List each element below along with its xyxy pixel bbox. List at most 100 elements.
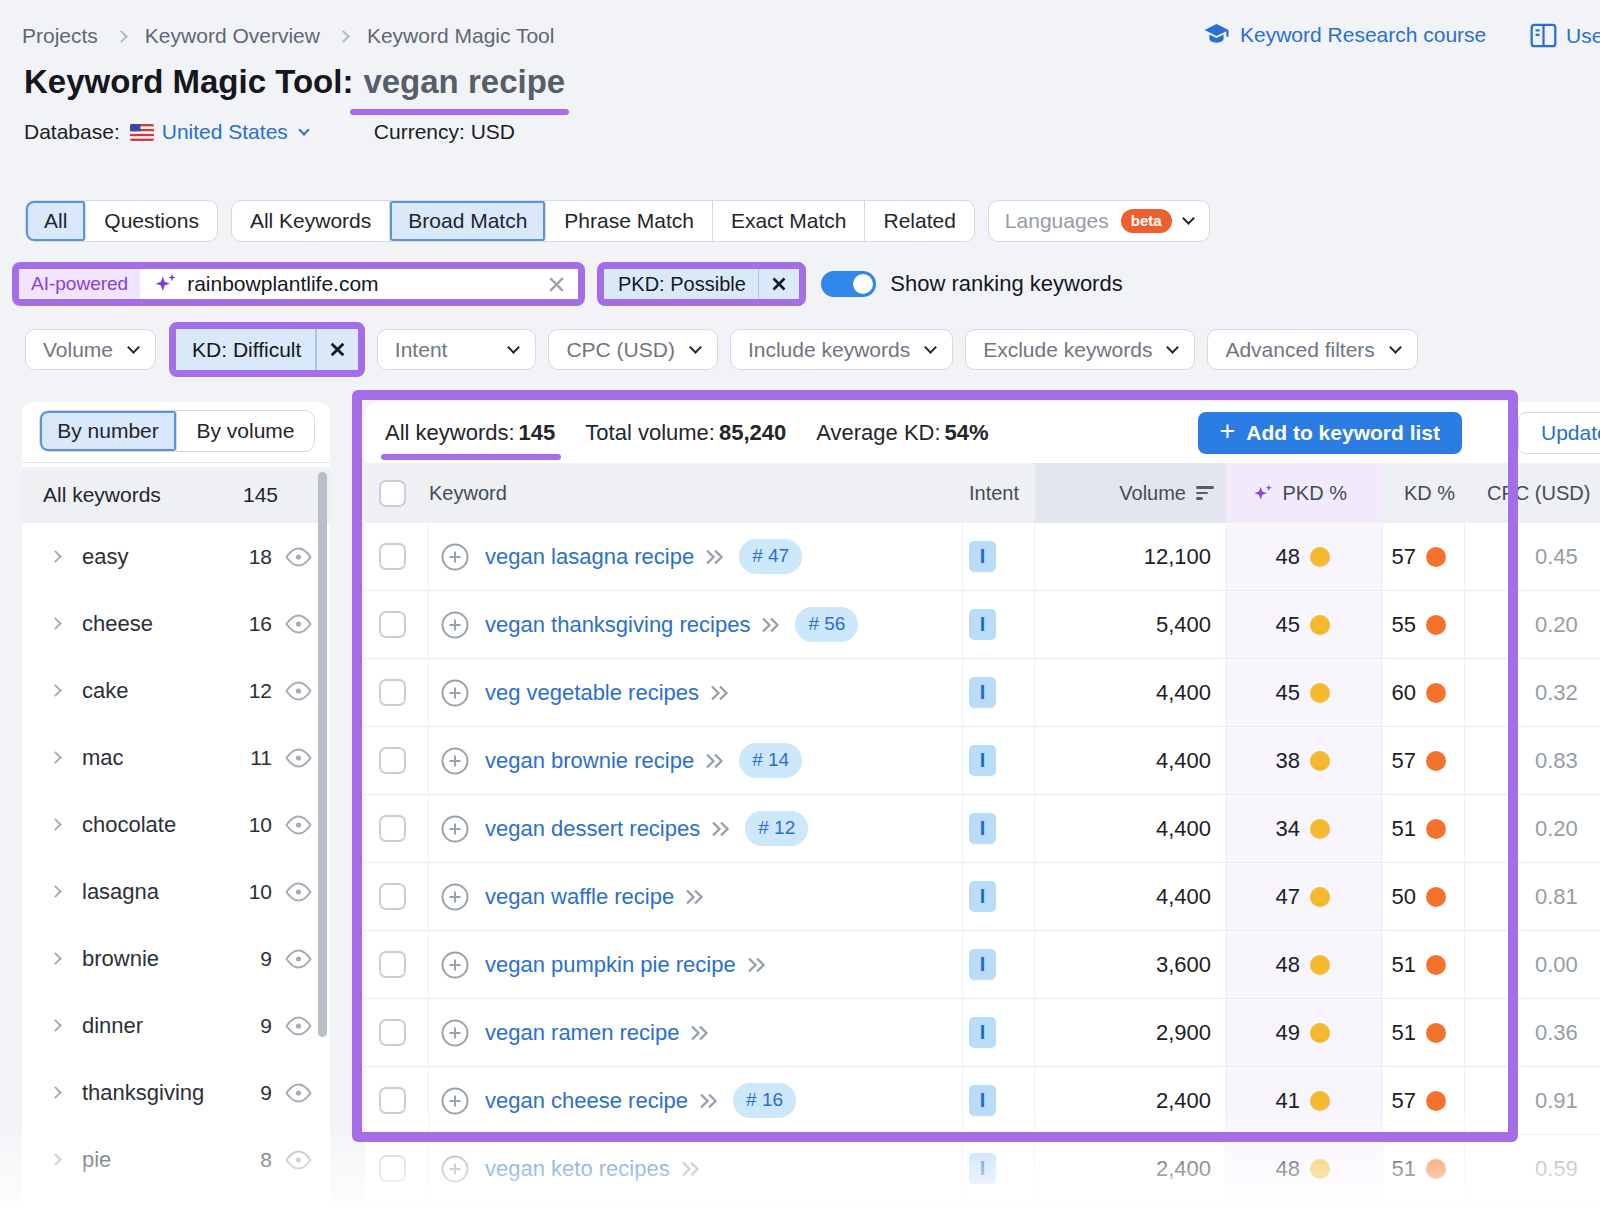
row-checkbox[interactable] xyxy=(379,1087,406,1114)
chevron-right-icon[interactable] xyxy=(49,684,62,697)
column-header-intent[interactable]: Intent xyxy=(963,463,1035,523)
row-checkbox[interactable] xyxy=(379,951,406,978)
include-keywords-dropdown[interactable]: Include keywords xyxy=(730,329,953,370)
advanced-filters-dropdown[interactable]: Advanced filters xyxy=(1207,329,1417,370)
intent-badge[interactable]: I xyxy=(969,813,996,844)
keyword-group-item[interactable]: cake 12 xyxy=(22,657,330,724)
chevron-right-icon[interactable] xyxy=(49,1153,62,1166)
keyword-research-course-link[interactable]: Keyword Research course xyxy=(1203,23,1486,47)
keyword-link[interactable]: vegan lasagna recipe xyxy=(485,544,694,570)
tab-all-keywords[interactable]: All Keywords xyxy=(232,201,390,241)
eye-icon[interactable] xyxy=(285,1016,312,1036)
keyword-link[interactable]: vegan thanksgiving recipes xyxy=(485,612,750,638)
eye-icon[interactable] xyxy=(285,614,312,634)
tab-all[interactable]: All xyxy=(26,201,86,241)
show-ranking-keywords-toggle[interactable] xyxy=(821,271,876,297)
pkd-filter-chip[interactable]: PKD: Possible xyxy=(604,269,799,299)
remove-kd-filter-icon[interactable] xyxy=(317,341,358,358)
add-keyword-icon[interactable] xyxy=(441,1019,469,1047)
add-keyword-icon[interactable] xyxy=(441,1087,469,1115)
keyword-link[interactable]: vegan pumpkin pie recipe xyxy=(485,952,736,978)
domain-input-value[interactable]: rainbowplantlife.com xyxy=(187,272,547,296)
double-chevron-icon[interactable] xyxy=(760,616,781,634)
languages-dropdown[interactable]: Languages beta xyxy=(988,200,1210,242)
keyword-group-item[interactable]: mac 11 xyxy=(22,724,330,791)
intent-badge[interactable]: I xyxy=(969,677,996,708)
tab-related[interactable]: Related xyxy=(865,201,973,241)
eye-icon[interactable] xyxy=(285,1083,312,1103)
eye-icon[interactable] xyxy=(285,681,312,701)
chevron-right-icon[interactable] xyxy=(49,1086,62,1099)
double-chevron-icon[interactable] xyxy=(680,1160,701,1178)
keyword-group-item[interactable]: thanksgiving 9 xyxy=(22,1059,330,1126)
add-keyword-icon[interactable] xyxy=(441,815,469,843)
row-checkbox[interactable] xyxy=(379,815,406,842)
keyword-group-item[interactable]: brownie 9 xyxy=(22,925,330,992)
intent-badge[interactable]: I xyxy=(969,1153,996,1184)
intent-badge[interactable]: I xyxy=(969,881,996,912)
keyword-group-item[interactable]: lasagna 10 xyxy=(22,858,330,925)
row-checkbox[interactable] xyxy=(379,1019,406,1046)
eye-icon[interactable] xyxy=(285,815,312,835)
row-checkbox[interactable] xyxy=(379,1155,406,1182)
row-checkbox[interactable] xyxy=(379,679,406,706)
breadcrumb-keyword-overview[interactable]: Keyword Overview xyxy=(145,24,320,48)
kd-filter-chip[interactable]: KD: Difficult xyxy=(176,329,358,370)
add-to-keyword-list-button[interactable]: +Add to keyword list xyxy=(1198,412,1462,454)
intent-badge[interactable]: I xyxy=(969,609,996,640)
chevron-down-icon[interactable] xyxy=(298,124,309,135)
row-checkbox[interactable] xyxy=(379,543,406,570)
row-checkbox[interactable] xyxy=(379,747,406,774)
column-header-pkd[interactable]: PKD % xyxy=(1226,463,1383,523)
add-keyword-icon[interactable] xyxy=(441,1155,469,1183)
tab-questions[interactable]: Questions xyxy=(86,201,217,241)
breadcrumb-projects[interactable]: Projects xyxy=(22,24,98,48)
column-header-cpc[interactable]: CPC (USD) xyxy=(1465,463,1600,523)
keyword-group-item[interactable]: easy 18 xyxy=(22,523,330,590)
cpc-filter-dropdown[interactable]: CPC (USD) xyxy=(548,329,718,370)
add-keyword-icon[interactable] xyxy=(441,883,469,911)
sidebar-scrollbar[interactable] xyxy=(318,472,327,1037)
row-checkbox[interactable] xyxy=(379,611,406,638)
keyword-link[interactable]: vegan waffle recipe xyxy=(485,884,674,910)
chevron-right-icon[interactable] xyxy=(49,751,62,764)
keyword-group-item[interactable]: dinner 9 xyxy=(22,992,330,1059)
keyword-link[interactable]: vegan ramen recipe xyxy=(485,1020,679,1046)
double-chevron-icon[interactable] xyxy=(698,1092,719,1110)
user-manual-link[interactable]: User manual xyxy=(1530,23,1600,48)
intent-badge[interactable]: I xyxy=(969,745,996,776)
add-keyword-icon[interactable] xyxy=(441,951,469,979)
add-keyword-icon[interactable] xyxy=(441,747,469,775)
tab-by-volume[interactable]: By volume xyxy=(177,411,314,451)
double-chevron-icon[interactable] xyxy=(704,548,725,566)
chevron-right-icon[interactable] xyxy=(49,885,62,898)
intent-badge[interactable]: I xyxy=(969,1085,996,1116)
chevron-right-icon[interactable] xyxy=(49,617,62,630)
keyword-group-item[interactable]: pie 8 xyxy=(22,1126,330,1193)
remove-pkd-filter-icon[interactable] xyxy=(759,276,799,292)
row-checkbox[interactable] xyxy=(379,883,406,910)
breadcrumb-keyword-magic-tool[interactable]: Keyword Magic Tool xyxy=(367,24,555,48)
all-keywords-group[interactable]: All keywords 145 xyxy=(22,467,330,523)
double-chevron-icon[interactable] xyxy=(709,684,730,702)
eye-icon[interactable] xyxy=(285,547,312,567)
ai-powered-input[interactable]: AI-powered rainbowplantlife.com xyxy=(19,269,578,299)
double-chevron-icon[interactable] xyxy=(689,1024,710,1042)
update-metrics-button[interactable]: Update metrics xyxy=(1518,412,1600,454)
tab-broad-match[interactable]: Broad Match xyxy=(390,201,546,241)
tab-by-number[interactable]: By number xyxy=(40,411,177,451)
keyword-group-item[interactable]: chocolate 10 xyxy=(22,791,330,858)
add-keyword-icon[interactable] xyxy=(441,679,469,707)
double-chevron-icon[interactable] xyxy=(746,956,767,974)
eye-icon[interactable] xyxy=(285,882,312,902)
eye-icon[interactable] xyxy=(285,748,312,768)
volume-filter-dropdown[interactable]: Volume xyxy=(25,329,156,370)
intent-badge[interactable]: I xyxy=(969,949,996,980)
eye-icon[interactable] xyxy=(285,949,312,969)
keyword-link[interactable]: vegan brownie recipe xyxy=(485,748,694,774)
chevron-right-icon[interactable] xyxy=(49,818,62,831)
double-chevron-icon[interactable] xyxy=(704,752,725,770)
column-header-kd[interactable]: KD % xyxy=(1383,463,1465,523)
intent-badge[interactable]: I xyxy=(969,1017,996,1048)
intent-badge[interactable]: I xyxy=(969,541,996,572)
